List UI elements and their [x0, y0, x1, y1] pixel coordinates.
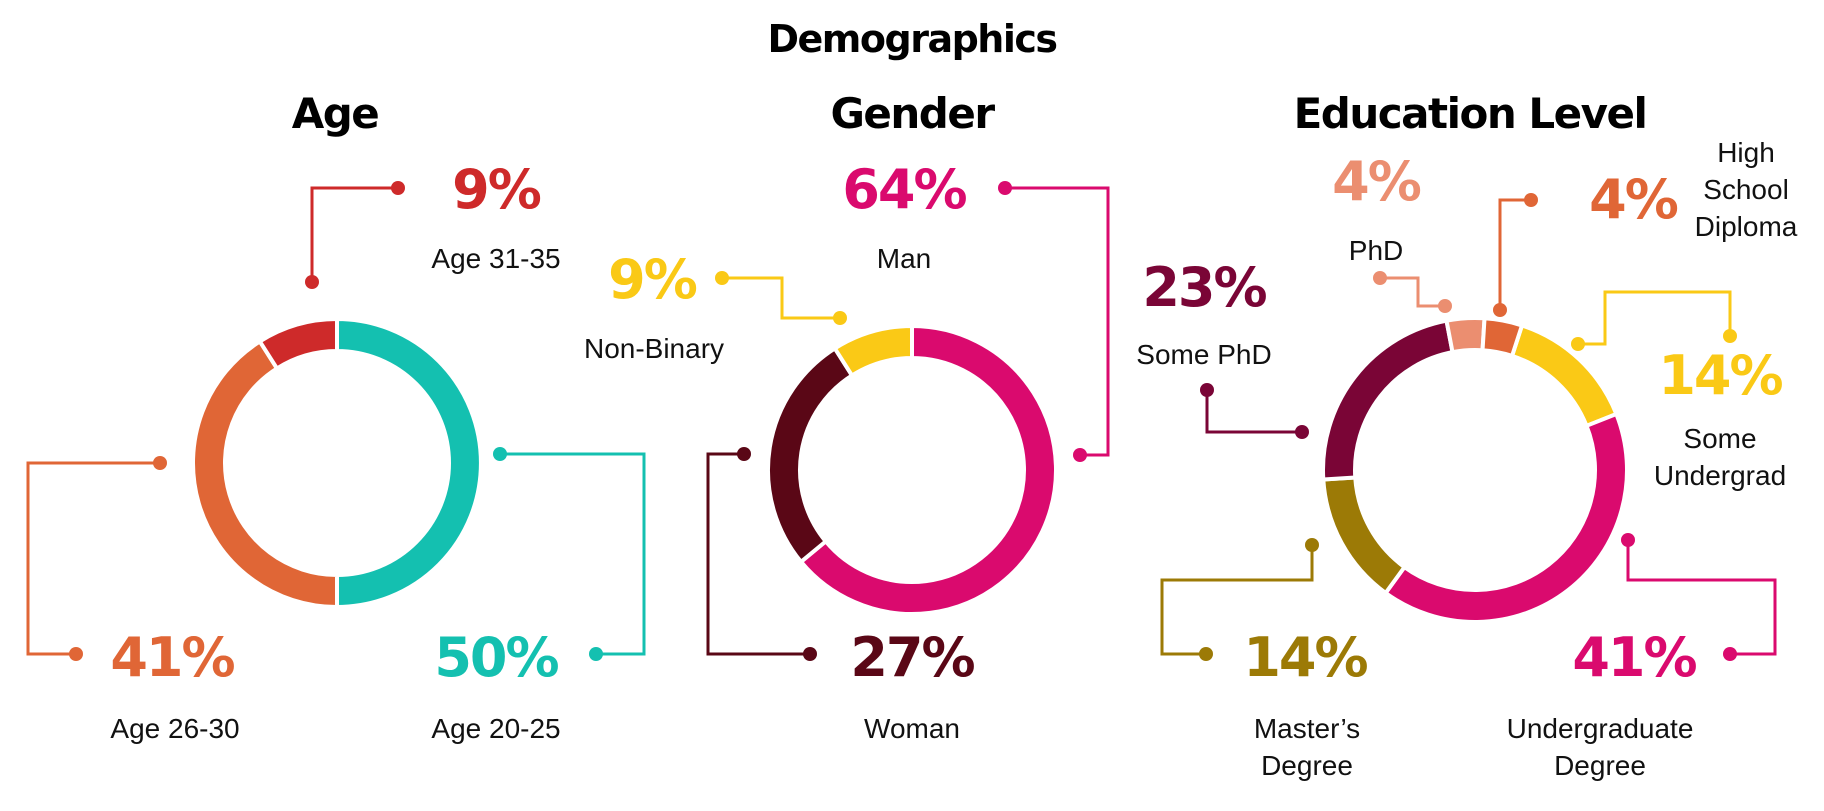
age-leader-age-31-35: [310, 186, 398, 282]
gender-leader-end-dot-woman: [803, 647, 817, 661]
education-level-category-label-some-undergrad: Some Undergrad: [1654, 423, 1786, 491]
education-level-slice-undergraduate-degree: [1382, 411, 1629, 624]
age-category-label-age-20-25: Age 20-25: [431, 713, 560, 744]
education-level-leader-dot-phd: [1438, 299, 1452, 313]
gender-slice-man: [798, 323, 1058, 616]
education-level-leader-high-school-diploma: [1498, 198, 1531, 310]
gender-slice-non-binary: [832, 323, 914, 379]
age-value-label-age-20-25: 50%: [434, 626, 558, 689]
age-leader-age-20-25: [500, 452, 646, 656]
education-level-category-line: High: [1717, 137, 1775, 168]
education-level-value-label-some-phd: 23%: [1142, 256, 1266, 319]
age-category-line: Age 26-30: [110, 713, 239, 744]
education-level-leader-dot-undergraduate-degree: [1621, 533, 1635, 547]
age-leader-age-26-30: [26, 461, 160, 656]
education-level-slice-master-s-degree: [1321, 475, 1408, 596]
age-value-label-age-26-30: 41%: [110, 626, 234, 689]
education-level-category-line: Undergraduate: [1507, 713, 1694, 744]
gender-leader-man: [1005, 186, 1110, 457]
education-level-category-label-master-s-degree: Master’s Degree: [1254, 713, 1360, 781]
gender-category-label-woman: Woman: [864, 713, 960, 744]
education-level-slice-some-phd: [1321, 318, 1455, 482]
age-value-label-age-31-35: 9%: [452, 158, 541, 221]
education-level-value-label-high-school-diploma: 4%: [1589, 168, 1678, 231]
chart-title-education: Education Level: [1294, 89, 1647, 138]
age-leader-end-dot-age-31-35: [391, 181, 405, 195]
chart-title-age: Age: [292, 89, 379, 138]
gender-leader-dot-non-binary: [833, 311, 847, 325]
gender-leader-dot-woman: [737, 447, 751, 461]
education-level-leader-end-dot-phd: [1373, 271, 1387, 285]
education-level-leader-dot-some-undergrad: [1571, 337, 1585, 351]
education-level-leader-phd: [1380, 276, 1445, 308]
education-level-category-line: School: [1703, 174, 1789, 205]
education-level-category-label-some-phd: Some PhD: [1136, 339, 1271, 370]
age-leader-dot-age-26-30: [153, 456, 167, 470]
education-level-value-label-master-s-degree: 14%: [1243, 626, 1367, 689]
age-slice-age-31-35: [257, 316, 339, 372]
gender-leader-end-dot-man: [998, 181, 1012, 195]
gender-category-label-non-binary: Non-Binary: [584, 333, 724, 364]
gender-leader-end-dot-non-binary: [715, 271, 729, 285]
age-leader-end-dot-age-20-25: [589, 647, 603, 661]
education-level-leader-end-dot-some-phd: [1200, 383, 1214, 397]
education-level-leader-some-phd: [1205, 390, 1302, 434]
age-category-line: Age 20-25: [431, 713, 560, 744]
education-level-leader-dot-high-school-diploma: [1493, 303, 1507, 317]
age-leader-dot-age-31-35: [305, 275, 319, 289]
education-level-leader-undergraduate-degree: [1626, 540, 1777, 656]
gender-category-line: Man: [877, 243, 931, 274]
education-level-leader-master-s-degree: [1160, 545, 1314, 656]
education-level-slice-phd: [1444, 316, 1487, 355]
education-level-leader-some-undergrad: [1578, 290, 1732, 346]
education-level-category-line: Degree: [1554, 750, 1646, 781]
education-level-category-line: PhD: [1349, 235, 1403, 266]
gender-leader-non-binary: [722, 276, 840, 320]
gender-value-label-non-binary: 9%: [608, 248, 697, 311]
page-title: Demographics: [767, 17, 1056, 61]
age-category-label-age-31-35: Age 31-35: [431, 243, 560, 274]
age-category-line: Age 31-35: [431, 243, 560, 274]
education-level-category-line: Undergrad: [1654, 460, 1786, 491]
gender-category-label-man: Man: [877, 243, 931, 274]
age-slice-age-26-30: [191, 338, 339, 610]
education-level-leader-end-dot-high-school-diploma: [1524, 193, 1538, 207]
gender-value-label-man: 64%: [842, 158, 966, 221]
education-level-slice-high-school-diploma: [1480, 316, 1525, 359]
education-level-value-label-some-undergrad: 14%: [1658, 344, 1782, 407]
education-level-category-label-high-school-diploma: High School Diploma: [1695, 137, 1798, 242]
education-level-leader-dot-master-s-degree: [1305, 538, 1319, 552]
education-level-category-line: Diploma: [1695, 211, 1798, 242]
education-level-category-line: Master’s: [1254, 713, 1360, 744]
gender-value-label-woman: 27%: [850, 626, 974, 689]
gender-category-line: Non-Binary: [584, 333, 724, 364]
age-slice-age-20-25: [335, 316, 483, 610]
education-level-category-line: Some PhD: [1136, 339, 1271, 370]
education-level-leader-end-dot-undergraduate-degree: [1723, 647, 1737, 661]
education-level-value-label-phd: 4%: [1332, 150, 1421, 213]
age-leader-end-dot-age-26-30: [69, 647, 83, 661]
age-leader-dot-age-20-25: [493, 447, 507, 461]
education-level-leader-end-dot-master-s-degree: [1199, 647, 1213, 661]
education-level-category-line: Degree: [1261, 750, 1353, 781]
gender-leader-dot-man: [1073, 448, 1087, 462]
gender-leader-woman: [706, 452, 810, 656]
gender-slice-woman: [766, 345, 855, 565]
education-level-category-line: Some: [1683, 423, 1756, 454]
education-level-leader-end-dot-some-undergrad: [1723, 329, 1737, 343]
age-category-label-age-26-30: Age 26-30: [110, 713, 239, 744]
education-level-value-label-undergraduate-degree: 41%: [1572, 626, 1696, 689]
chart-title-gender: Gender: [830, 89, 995, 138]
education-level-category-label-undergraduate-degree: Undergraduate Degree: [1507, 713, 1694, 781]
gender-category-line: Woman: [864, 713, 960, 744]
education-level-leader-dot-some-phd: [1295, 425, 1309, 439]
education-level-category-label-phd: PhD: [1349, 235, 1403, 266]
education-level-slice-some-undergrad: [1509, 322, 1619, 429]
